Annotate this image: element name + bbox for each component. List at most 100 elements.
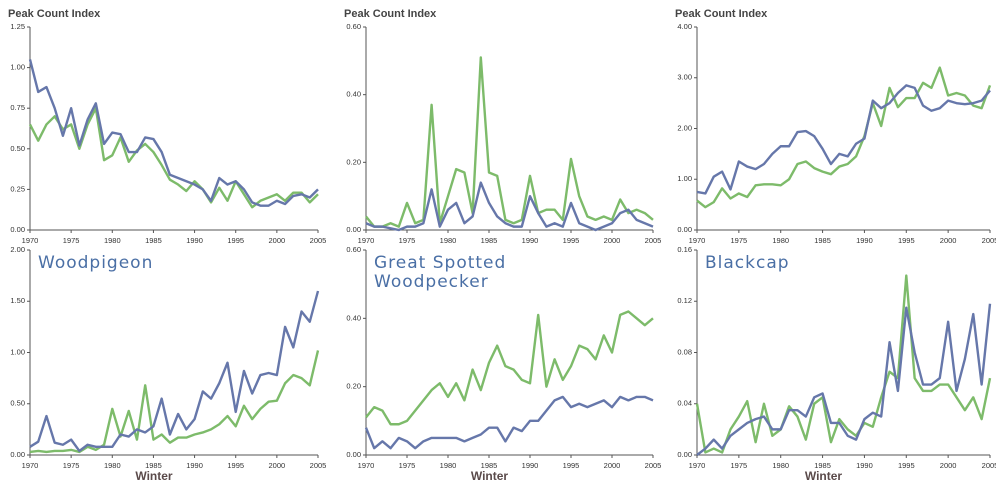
x-tick-label: 1980 bbox=[104, 461, 121, 470]
series-line bbox=[365, 310, 654, 426]
x-tick-label: 1980 bbox=[440, 236, 457, 245]
x-tick-label: 1990 bbox=[522, 236, 539, 245]
series-line bbox=[365, 56, 654, 228]
y-tick-label: 1.00 bbox=[10, 347, 25, 356]
x-tick-label: 2005 bbox=[310, 461, 327, 470]
panel: 0.00 1.00 2.00 3.00 4.00 1970 1975 1980 1985 1990… bbox=[675, 8, 996, 245]
x-tick-label: 1990 bbox=[186, 236, 203, 245]
panel: 0.00 0.20 0.40 0.60 1970 1975 1980 1985 1990 1995… bbox=[344, 8, 661, 245]
series-line bbox=[695, 274, 992, 454]
y-tick-label: 0.08 bbox=[677, 347, 692, 356]
y-tick-label: 1.00 bbox=[677, 174, 692, 183]
y-tick-label: 0.60 bbox=[346, 245, 361, 254]
x-tick-label: 1985 bbox=[481, 461, 498, 470]
x-tick-label: 1985 bbox=[145, 236, 162, 245]
y-tick-label: 0.00 bbox=[10, 450, 25, 459]
x-tick-label: 1995 bbox=[898, 236, 915, 245]
x-axis-label: Winter bbox=[471, 469, 509, 483]
x-tick-label: 1980 bbox=[440, 461, 457, 470]
y-tick-label: 0.75 bbox=[10, 103, 25, 112]
x-tick-label: 2000 bbox=[269, 236, 286, 245]
x-tick-label: 2000 bbox=[604, 236, 621, 245]
y-tick-label: 1.25 bbox=[10, 22, 25, 31]
chart-title: Peak Count Index bbox=[8, 8, 101, 20]
y-tick-label: 0.40 bbox=[346, 313, 361, 322]
series-line bbox=[696, 84, 991, 195]
x-tick-label: 2005 bbox=[982, 236, 996, 245]
panel: 0.00 0.04 0.08 0.12 0.16 1970 1975 1980 1985 1990… bbox=[677, 245, 996, 483]
x-tick-label: 1985 bbox=[814, 461, 831, 470]
x-tick-label: 2005 bbox=[645, 236, 662, 245]
y-tick-label: 1.00 bbox=[10, 63, 25, 72]
x-tick-label: 1975 bbox=[63, 236, 80, 245]
x-tick-label: 1975 bbox=[731, 236, 748, 245]
x-tick-label: 1975 bbox=[63, 461, 80, 470]
x-tick-label: 1990 bbox=[856, 236, 873, 245]
y-tick-label: 0.00 bbox=[346, 450, 361, 459]
y-tick-label: 2.00 bbox=[677, 123, 692, 132]
x-tick-label: 2005 bbox=[645, 461, 662, 470]
x-tick-label: 1995 bbox=[563, 236, 580, 245]
panel: 0.00 0.50 1.00 1.50 2.00 1970 1975 1980 1985 1990… bbox=[10, 245, 326, 483]
x-axis-label: Winter bbox=[135, 469, 173, 483]
x-tick-label: 2005 bbox=[982, 461, 996, 470]
x-axis-label: Winter bbox=[805, 469, 843, 483]
y-tick-label: 0.00 bbox=[346, 225, 361, 234]
x-tick-label: 2000 bbox=[269, 461, 286, 470]
y-tick-label: 0.20 bbox=[346, 157, 361, 166]
x-tick-label: 1970 bbox=[22, 461, 39, 470]
panel: 0.00 0.25 0.50 0.75 1.00 1.25 1970 1975 1980 1985… bbox=[8, 8, 326, 245]
x-tick-label: 1985 bbox=[814, 236, 831, 245]
annotation-box: Blackcap bbox=[705, 254, 790, 273]
x-tick-label: 1995 bbox=[898, 461, 915, 470]
species-annotation: Great Spotted Woodpecker bbox=[374, 254, 507, 292]
panel: 0.00 0.20 0.40 0.60 1970 1975 1980 1985 1990 1995… bbox=[346, 245, 661, 483]
species-annotation: Woodpigeon bbox=[38, 254, 154, 273]
y-tick-label: 0.04 bbox=[677, 399, 692, 408]
series-line bbox=[364, 395, 654, 450]
annotation-box: Woodpigeon bbox=[38, 254, 154, 273]
x-tick-label: 1995 bbox=[227, 236, 244, 245]
chart-title: Peak Count Index bbox=[675, 8, 768, 20]
x-tick-label: 1980 bbox=[772, 461, 789, 470]
x-tick-label: 2000 bbox=[604, 461, 621, 470]
y-tick-label: 0.12 bbox=[677, 296, 692, 305]
x-tick-label: 1970 bbox=[689, 236, 706, 245]
y-tick-label: 0.25 bbox=[10, 184, 25, 193]
y-tick-label: 0.50 bbox=[10, 399, 25, 408]
x-tick-label: 1985 bbox=[481, 236, 498, 245]
x-tick-label: 1975 bbox=[731, 461, 748, 470]
y-tick-label: 0.60 bbox=[346, 22, 361, 31]
x-tick-label: 1985 bbox=[145, 461, 162, 470]
x-tick-label: 1975 bbox=[399, 461, 416, 470]
x-tick-label: 1970 bbox=[689, 461, 706, 470]
species-annotation: Blackcap bbox=[705, 254, 790, 273]
x-tick-label: 1990 bbox=[522, 461, 539, 470]
x-tick-label: 1995 bbox=[227, 461, 244, 470]
x-tick-label: 2000 bbox=[940, 461, 957, 470]
series-line bbox=[696, 303, 992, 456]
x-tick-label: 1990 bbox=[856, 461, 873, 470]
x-tick-label: 1980 bbox=[772, 236, 789, 245]
y-tick-label: 0.16 bbox=[677, 245, 692, 254]
series-line bbox=[365, 181, 654, 232]
series-line bbox=[696, 66, 992, 209]
y-tick-label: 0.40 bbox=[346, 90, 361, 99]
x-tick-label: 1970 bbox=[358, 461, 375, 470]
x-tick-label: 1980 bbox=[104, 236, 121, 245]
x-tick-label: 1970 bbox=[358, 236, 375, 245]
y-tick-label: 3.00 bbox=[677, 73, 692, 82]
y-tick-label: 0.00 bbox=[677, 450, 692, 459]
x-tick-label: 1990 bbox=[186, 461, 203, 470]
y-tick-label: 4.00 bbox=[677, 22, 692, 31]
series-line bbox=[29, 290, 320, 453]
y-tick-label: 0.00 bbox=[677, 225, 692, 234]
x-tick-label: 1970 bbox=[22, 236, 39, 245]
x-tick-label: 2000 bbox=[940, 236, 957, 245]
x-tick-label: 2005 bbox=[310, 236, 327, 245]
y-tick-label: 2.00 bbox=[10, 245, 25, 254]
annotation-box: Great Spotted Woodpecker bbox=[374, 254, 507, 292]
chart-title: Peak Count Index bbox=[344, 8, 437, 20]
y-tick-label: 0.20 bbox=[346, 382, 361, 391]
